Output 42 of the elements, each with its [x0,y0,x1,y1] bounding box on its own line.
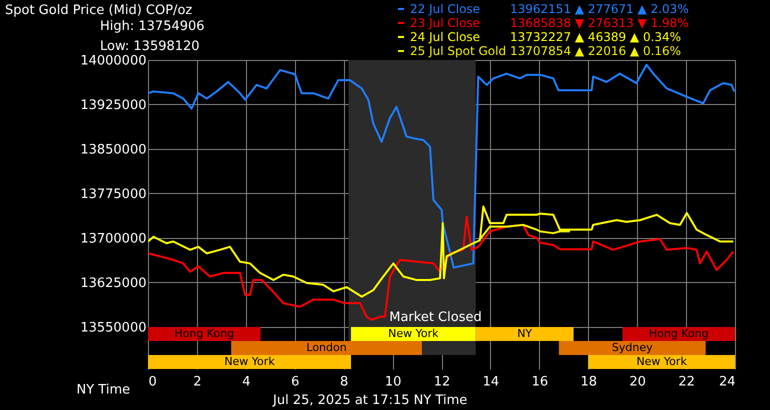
y-tick-label: 14000000 [80,54,146,68]
text: High: 13754906 [100,19,205,34]
band-label: Hong Kong [648,327,709,340]
x-tick-label: 6 [291,374,300,390]
x-tick-label: 0 [148,374,157,390]
band-label: Hong Kong [174,327,234,340]
text: Low: 13598120 [100,39,200,54]
x-tick-label: 10 [384,374,402,390]
text: Jul 25, 2025 at 17:15 NY Time [272,393,468,408]
x-tick-label: 4 [242,374,250,390]
band-label: New York [636,355,688,368]
x-tick-label: 8 [340,374,348,390]
band-label: New York [388,327,440,340]
band-label: Market Closed [389,310,482,325]
legend-label: 24 Jul Close [410,30,480,44]
y-tick-label: 13775000 [80,186,146,202]
text: 13962151 ▲ 277671 ▲ 2.03% [510,2,689,16]
text: 13732227 ▲ 46389 ▲ 0.34% [510,30,682,44]
legend-label: 25 Jul Spot Gold [410,44,506,58]
x-tick-label: 14 [482,374,500,390]
legend-label: 22 Jul Close [410,2,480,16]
x-tick-label: 24 [718,374,736,390]
text: 13707854 ▲ 22016 ▲ 0.16% [510,44,682,58]
x-axis-title: NY Time [76,382,130,398]
y-tick-label: 13850000 [80,142,146,158]
band-label: Sydney [612,341,654,354]
band-label: New York [224,355,276,368]
x-tick-label: 18 [580,374,598,390]
x-tick-label: 22 [678,374,695,390]
x-tick-label: 16 [532,374,548,390]
legend-label: 23 Jul Close [410,16,480,30]
y-tick-label: 13550000 [80,320,146,336]
band-label: NY [517,327,532,340]
chart-title: Spot Gold Price (Mid) COP/oz [5,3,192,18]
y-tick-label: 13700000 [80,231,146,246]
x-tick-label: 12 [434,374,450,390]
x-tick-label: 20 [629,374,646,390]
y-tick-label: 13625000 [80,276,146,291]
text: 13685838 ▼ 276313 ▼ 1.98% [510,16,689,30]
y-tick-label: 13925000 [80,98,146,113]
band-label: London [306,341,347,354]
x-tick-label: 2 [193,374,202,390]
